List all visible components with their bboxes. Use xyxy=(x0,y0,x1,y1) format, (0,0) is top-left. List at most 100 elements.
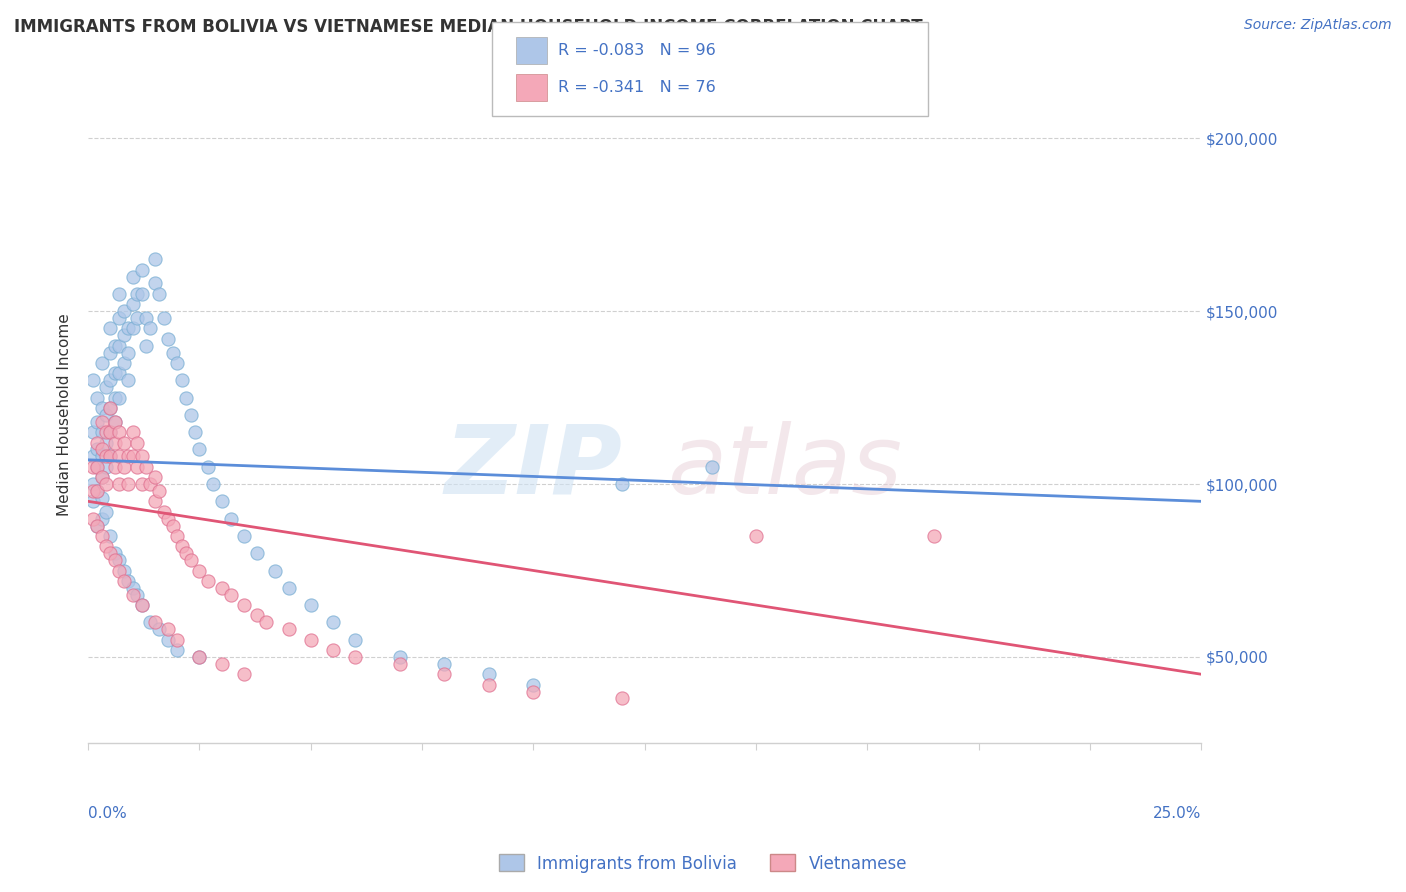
Point xyxy=(100,450,122,464)
Point xyxy=(121,425,143,440)
Point xyxy=(143,277,166,291)
Point xyxy=(184,425,207,440)
Point xyxy=(388,657,411,671)
Point xyxy=(104,391,127,405)
Point xyxy=(188,649,211,664)
Point xyxy=(322,643,344,657)
Text: 0.0%: 0.0% xyxy=(89,805,127,821)
Text: R = -0.341   N = 76: R = -0.341 N = 76 xyxy=(558,80,716,95)
Point xyxy=(153,311,176,326)
Point xyxy=(112,435,135,450)
Point xyxy=(157,632,180,647)
Point xyxy=(82,450,104,464)
Point xyxy=(135,339,157,353)
Point xyxy=(264,564,287,578)
Point xyxy=(86,483,108,498)
Point xyxy=(433,667,456,681)
Point xyxy=(166,529,188,543)
Point xyxy=(108,564,131,578)
Point xyxy=(344,632,367,647)
Point xyxy=(131,262,153,277)
Point xyxy=(121,588,143,602)
Point xyxy=(162,345,184,359)
Point xyxy=(112,328,135,343)
Point xyxy=(121,321,143,335)
Point xyxy=(277,622,299,636)
Point xyxy=(82,477,104,491)
Point xyxy=(219,588,242,602)
Point xyxy=(86,518,108,533)
Point xyxy=(180,553,202,567)
Point xyxy=(100,546,122,560)
Point xyxy=(86,391,108,405)
Point xyxy=(127,311,149,326)
Point xyxy=(117,574,139,588)
Point xyxy=(197,459,219,474)
Point xyxy=(100,345,122,359)
Point xyxy=(299,632,322,647)
Point xyxy=(90,491,112,505)
Point xyxy=(246,608,269,623)
Point xyxy=(94,459,117,474)
Point xyxy=(104,339,127,353)
Point xyxy=(201,477,224,491)
Point xyxy=(135,459,157,474)
Point xyxy=(112,459,135,474)
Point xyxy=(388,649,411,664)
Point xyxy=(143,494,166,508)
Point xyxy=(153,505,176,519)
Point xyxy=(139,321,162,335)
Point xyxy=(233,529,256,543)
Point xyxy=(108,391,131,405)
Point xyxy=(143,470,166,484)
Point xyxy=(170,373,193,387)
Point xyxy=(922,529,945,543)
Point xyxy=(135,311,157,326)
Text: R = -0.083   N = 96: R = -0.083 N = 96 xyxy=(558,44,716,58)
Point xyxy=(180,408,202,422)
Point xyxy=(94,408,117,422)
Point xyxy=(104,367,127,381)
Point xyxy=(104,415,127,429)
Point xyxy=(86,459,108,474)
Point xyxy=(108,367,131,381)
Point xyxy=(157,622,180,636)
Point xyxy=(108,450,131,464)
Point xyxy=(100,425,122,440)
Point xyxy=(233,667,256,681)
Point xyxy=(104,459,127,474)
Point xyxy=(612,691,634,706)
Point xyxy=(131,286,153,301)
Point xyxy=(82,511,104,525)
Point xyxy=(127,286,149,301)
Legend: Immigrants from Bolivia, Vietnamese: Immigrants from Bolivia, Vietnamese xyxy=(492,847,914,880)
Point xyxy=(86,435,108,450)
Point xyxy=(104,546,127,560)
Point xyxy=(131,598,153,612)
Point xyxy=(166,356,188,370)
Point xyxy=(478,667,501,681)
Point xyxy=(131,477,153,491)
Point xyxy=(433,657,456,671)
Point xyxy=(112,564,135,578)
Point xyxy=(86,518,108,533)
Point xyxy=(90,529,112,543)
Point xyxy=(104,415,127,429)
Point xyxy=(100,401,122,415)
Point xyxy=(82,494,104,508)
Text: atlas: atlas xyxy=(666,421,903,514)
Point xyxy=(121,297,143,311)
Text: 25.0%: 25.0% xyxy=(1153,805,1201,821)
Point xyxy=(157,332,180,346)
Point xyxy=(100,373,122,387)
Point xyxy=(322,615,344,630)
Point xyxy=(112,574,135,588)
Point xyxy=(100,321,122,335)
Point xyxy=(166,632,188,647)
Point xyxy=(94,380,117,394)
Point xyxy=(112,304,135,318)
Point xyxy=(162,518,184,533)
Point xyxy=(90,415,112,429)
Point xyxy=(188,442,211,457)
Point xyxy=(82,483,104,498)
